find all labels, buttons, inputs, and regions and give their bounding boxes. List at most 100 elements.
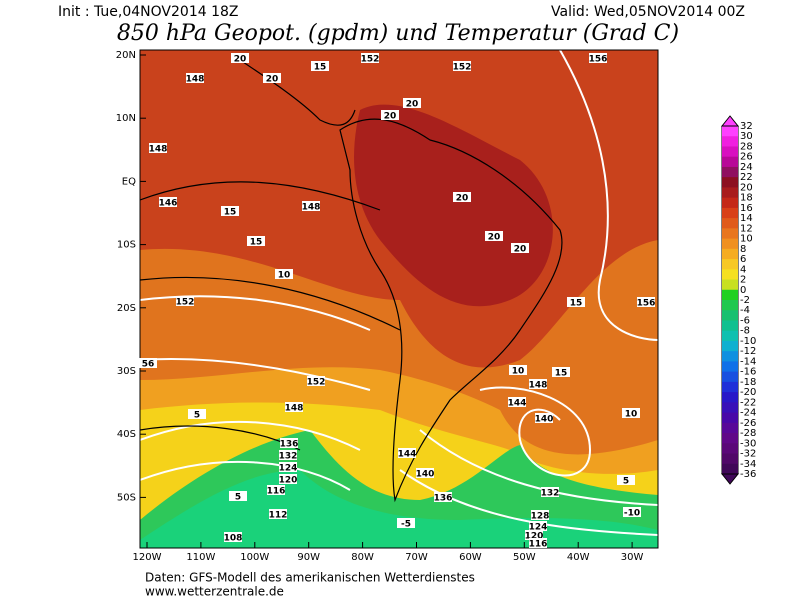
contour-label-bg [302,201,320,211]
contour-label: 20 [406,100,419,110]
contour-label-bg [176,296,194,306]
contour-label: 140 [416,470,435,480]
contour-label: 20 [234,55,247,65]
colorbar-band [722,259,738,270]
colorbar-label: -24 [740,408,756,419]
contour-label: 20 [514,245,527,255]
contour-label-bg [381,110,399,120]
contour-label: 116 [529,540,548,550]
contour-label: 136 [280,440,299,450]
lat-label: 50S [117,492,136,503]
colorbar-band [722,228,738,240]
colorbar-band [722,320,738,332]
contour-label-bg [623,507,641,517]
lon-label: 30W [621,552,644,563]
contour-label-bg [453,192,471,202]
colorbar-label: -6 [740,315,750,326]
contour-label: 15 [224,208,237,218]
colorbar-label: 12 [740,223,753,234]
colorbar-label: -34 [740,459,756,470]
contour-label-bg [279,474,297,484]
contour-label-bg [529,521,547,531]
colorbar-band [722,248,738,260]
contour-label: 10 [625,410,638,420]
colorbar-label: 20 [740,182,753,193]
colorbar-band [722,289,738,301]
colorbar-band [722,269,738,281]
colorbar-label: 30 [740,131,753,142]
contour-label-bg [508,397,526,407]
contour-label: -10 [624,509,640,519]
contour-label: 124 [279,464,298,474]
colorbar-label: 4 [740,264,746,275]
colorbar-band [722,218,738,229]
contour-label: 146 [159,199,178,209]
colorbar-band [722,463,738,475]
colorbar-label: -32 [740,449,756,460]
colorbar-band [722,310,738,321]
contour-label: 132 [279,452,298,462]
contour-label-bg [361,53,379,63]
lat-label: 10N [116,113,136,124]
colorbar-label: 28 [740,141,753,152]
contour-label-bg [307,376,325,386]
colorbar-band [722,330,738,342]
colorbar-band [722,412,738,424]
colorbar-label: -14 [740,356,756,367]
contour-label-bg [453,61,471,71]
contour-label-bg [247,236,265,246]
contour-label: 132 [541,489,560,499]
colorbar-band [722,361,738,373]
contour-label: 5 [194,411,200,421]
lon-label: 120W [133,552,162,563]
contour-label: 15 [314,63,327,73]
colorbar-label: -26 [740,418,756,429]
contour-label: 148 [186,75,205,85]
contour-label-bg [589,53,607,63]
contour-label: 144 [508,399,527,409]
contour-label: 140 [535,415,554,425]
colorbar-band [722,238,738,250]
colorbar-label: 0 [740,285,746,296]
contour-label-bg [403,98,421,108]
contour-label-bg [485,231,503,241]
contour-label: 148 [302,203,321,213]
colorbar-band [722,392,738,403]
colorbar-arrow-bottom [720,473,740,485]
colorbar-band [722,453,738,465]
contour-label: 20 [384,112,397,122]
contour-label-bg [511,243,529,253]
contour-label-bg [434,492,452,502]
colorbar-label: -20 [740,387,756,398]
contour-label-bg [617,475,635,485]
map-frame [139,49,659,549]
colorbar-band [722,402,738,414]
contour-label: 10 [512,367,525,377]
colorbar-label: 6 [740,254,746,265]
colorbar-label: 24 [740,162,753,173]
contour-label-bg [267,485,285,495]
colorbar-label: -8 [740,326,750,337]
colorbar-band [722,187,738,199]
colorbar-label: 32 [740,121,753,132]
contour-label-bg [188,409,206,419]
contour-label: 148 [285,404,304,414]
colorbar-band [722,371,738,383]
contour-label: 108 [224,534,243,544]
contour-label-bg [231,53,249,63]
contour-label: -5 [401,520,411,530]
contour-label-bg [397,518,415,528]
contour-label: 5 [235,493,241,503]
contour-label-bg [509,365,527,375]
contour-label-bg [531,510,549,520]
website: www.wetterzentrale.de [145,585,284,599]
colorbar-label: -28 [740,428,756,439]
colorbar-label: 22 [740,172,753,183]
contour-label-bg [567,297,585,307]
contour-label: 112 [269,511,288,521]
contour-label: 148 [529,381,548,391]
lon-label: 100W [240,552,269,563]
contour-label: 152 [361,55,380,65]
contour-label: 10 [278,271,291,281]
contour-label-bg [263,73,281,83]
